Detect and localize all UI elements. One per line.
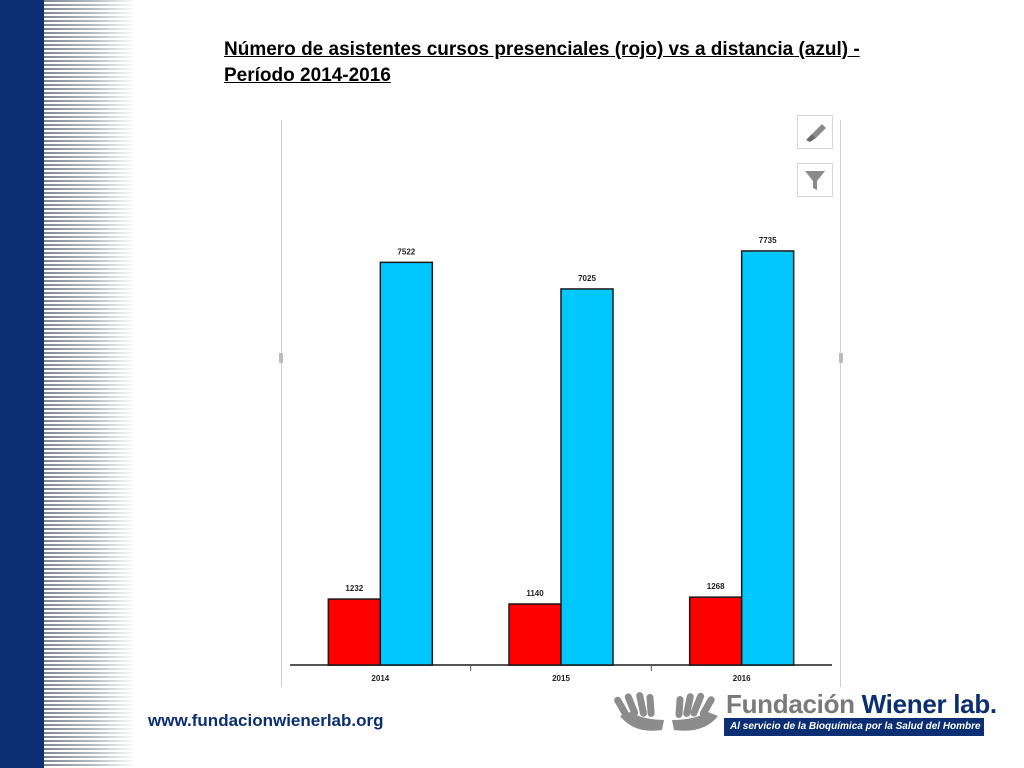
chart-filter-button[interactable] [797,163,833,197]
bar-2014-series-2[interactable] [379,261,434,666]
footer-website-link[interactable]: www.fundacionwienerlab.org [148,711,384,730]
left-resize-handle[interactable] [279,353,283,363]
logo-name: Fundación Wiener lab. [726,689,997,720]
left-striped-decoration [44,0,136,768]
bar-2014-series-1[interactable] [327,598,382,666]
filter-icon [805,171,825,190]
data-label-2014-series-2: 7522 [397,247,415,256]
data-label-2014-series-1: 1232 [345,584,363,593]
x-tick-label-2016: 2016 [733,674,751,683]
chart-style-button[interactable] [797,115,833,149]
foundation-logo: Fundación Wiener lab. Al servicio de la … [614,689,997,738]
bar-2016-series-1[interactable] [688,596,743,666]
right-resize-handle[interactable] [839,353,843,363]
logo-name-part2: Wiener lab. [861,689,997,719]
chart-container: 1232 7522 2014 1140 7025 2015 1268 7735 2016 [279,115,843,687]
data-label-2016-series-2: 7735 [759,236,777,245]
bar-2016-series-2[interactable] [740,250,795,666]
logo-tagline: Al servicio de la Bioquímica por la Salu… [724,718,984,736]
x-tick-label-2014: 2014 [371,674,389,683]
data-label-2015-series-1: 1140 [526,589,544,598]
page-title: Número de asistentes cursos presenciales… [224,39,860,86]
left-decorative-band [0,0,44,768]
bar-2015-series-1[interactable] [508,603,562,666]
hands-logo-icon [614,692,718,731]
x-tick-label-2015: 2015 [552,674,570,683]
paintbrush-icon [806,124,826,142]
logo-name-part1: Fundación [726,689,862,719]
bar-chart: 1232 7522 2014 1140 7025 2015 1268 7735 2016 [290,236,832,683]
data-label-2016-series-1: 1268 [707,582,725,591]
data-label-2015-series-2: 7025 [578,274,596,283]
bar-2015-series-2[interactable] [560,288,614,666]
